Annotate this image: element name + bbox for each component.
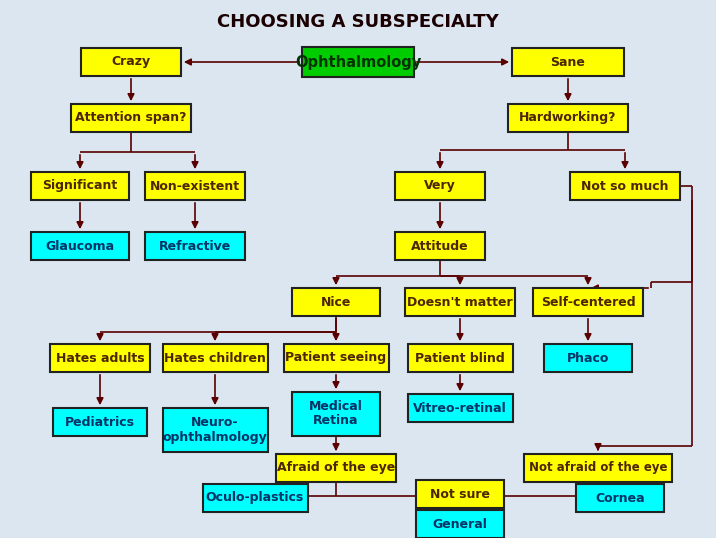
FancyBboxPatch shape <box>533 288 643 316</box>
FancyBboxPatch shape <box>31 172 129 200</box>
FancyBboxPatch shape <box>302 47 414 77</box>
FancyBboxPatch shape <box>292 288 380 316</box>
Text: Not sure: Not sure <box>430 487 490 500</box>
Text: Sane: Sane <box>551 55 586 68</box>
FancyBboxPatch shape <box>53 408 147 436</box>
FancyBboxPatch shape <box>203 484 307 512</box>
Text: Self-centered: Self-centered <box>541 295 635 308</box>
FancyBboxPatch shape <box>576 484 664 512</box>
Text: Neuro-
ophthalmology: Neuro- ophthalmology <box>163 416 267 443</box>
FancyBboxPatch shape <box>284 344 389 372</box>
Text: Very: Very <box>424 180 456 193</box>
Text: Patient blind: Patient blind <box>415 351 505 365</box>
Text: Glaucoma: Glaucoma <box>45 239 115 252</box>
FancyBboxPatch shape <box>524 454 672 482</box>
FancyBboxPatch shape <box>163 408 268 452</box>
Text: Not afraid of the eye: Not afraid of the eye <box>528 462 667 475</box>
Text: Vitreo-retinal: Vitreo-retinal <box>413 401 507 414</box>
FancyBboxPatch shape <box>405 288 515 316</box>
Text: Phaco: Phaco <box>567 351 609 365</box>
Text: Hates children: Hates children <box>164 351 266 365</box>
Text: Hates adults: Hates adults <box>56 351 145 365</box>
FancyBboxPatch shape <box>71 104 191 132</box>
FancyBboxPatch shape <box>416 480 504 508</box>
FancyBboxPatch shape <box>145 172 245 200</box>
FancyBboxPatch shape <box>544 344 632 372</box>
Text: Afraid of the eye: Afraid of the eye <box>277 462 395 475</box>
FancyBboxPatch shape <box>81 48 181 76</box>
FancyBboxPatch shape <box>416 510 504 538</box>
Text: Crazy: Crazy <box>112 55 150 68</box>
FancyBboxPatch shape <box>570 172 680 200</box>
Text: Medical
Retina: Medical Retina <box>309 400 363 428</box>
Text: Non-existent: Non-existent <box>150 180 240 193</box>
FancyBboxPatch shape <box>407 394 513 422</box>
FancyBboxPatch shape <box>31 232 129 260</box>
Text: Doesn't matter: Doesn't matter <box>407 295 513 308</box>
Text: Oculo-plastics: Oculo-plastics <box>206 492 304 505</box>
FancyBboxPatch shape <box>145 232 245 260</box>
Text: Refractive: Refractive <box>159 239 231 252</box>
FancyBboxPatch shape <box>395 172 485 200</box>
FancyBboxPatch shape <box>292 392 380 436</box>
FancyBboxPatch shape <box>50 344 150 372</box>
Text: Ophthalmology: Ophthalmology <box>295 54 421 69</box>
FancyBboxPatch shape <box>276 454 396 482</box>
Text: Patient seeing: Patient seeing <box>286 351 387 365</box>
FancyBboxPatch shape <box>407 344 513 372</box>
Text: Attention span?: Attention span? <box>75 111 187 124</box>
FancyBboxPatch shape <box>508 104 628 132</box>
Text: General: General <box>432 518 488 530</box>
Text: Hardworking?: Hardworking? <box>519 111 616 124</box>
FancyBboxPatch shape <box>163 344 268 372</box>
Text: Not so much: Not so much <box>581 180 669 193</box>
Text: Significant: Significant <box>42 180 117 193</box>
Text: Nice: Nice <box>321 295 351 308</box>
Text: Cornea: Cornea <box>595 492 645 505</box>
Text: Attitude: Attitude <box>411 239 469 252</box>
FancyBboxPatch shape <box>512 48 624 76</box>
Text: Pediatrics: Pediatrics <box>65 415 135 428</box>
FancyBboxPatch shape <box>395 232 485 260</box>
Text: CHOOSING A SUBSPECIALTY: CHOOSING A SUBSPECIALTY <box>217 13 499 31</box>
